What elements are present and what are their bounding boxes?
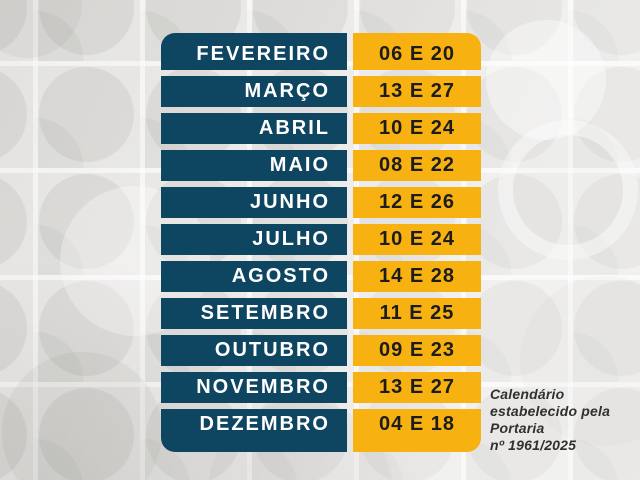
decorative-circle [486,20,606,140]
calendar-row: ABRIL 10 E 24 [161,113,481,144]
calendar-row: MARÇO 13 E 27 [161,76,481,107]
dates-cell: 10 E 24 [353,224,481,255]
calendar-row: OUTUBRO 09 E 23 [161,335,481,366]
dates-cell: 04 E 18 [353,409,481,452]
decorative-circle [2,352,162,480]
month-cell: AGOSTO [161,261,347,292]
calendar-row: JUNHO 12 E 26 [161,187,481,218]
month-cell: SETEMBRO [161,298,347,329]
dates-cell: 11 E 25 [353,298,481,329]
dates-cell: 13 E 27 [353,372,481,403]
month-cell: FEVEREIRO [161,33,347,70]
dates-cell: 12 E 26 [353,187,481,218]
calendar-row: NOVEMBRO 13 E 27 [161,372,481,403]
dates-cell: 14 E 28 [353,261,481,292]
month-cell: JULHO [161,224,347,255]
calendar-row: MAIO 08 E 22 [161,150,481,181]
calendar-row: JULHO 10 E 24 [161,224,481,255]
month-cell: JUNHO [161,187,347,218]
month-cell: NOVEMBRO [161,372,347,403]
calendar-row: DEZEMBRO 04 E 18 [161,409,481,452]
caption-text: Calendário estabelecido pela Portaria nº… [490,386,611,453]
dates-cell: 06 E 20 [353,33,481,70]
dates-cell: 13 E 27 [353,76,481,107]
dates-cell: 10 E 24 [353,113,481,144]
dates-cell: 09 E 23 [353,335,481,366]
month-cell: MARÇO [161,76,347,107]
month-cell: OUTUBRO [161,335,347,366]
calendar-row: AGOSTO 14 E 28 [161,261,481,292]
calendar-row: FEVEREIRO 06 E 20 [161,33,481,70]
month-cell: MAIO [161,150,347,181]
calendar-row: SETEMBRO 11 E 25 [161,298,481,329]
calendar-table: FEVEREIRO 06 E 20 MARÇO 13 E 27 ABRIL 10… [161,33,481,452]
month-cell: DEZEMBRO [161,409,347,452]
month-cell: ABRIL [161,113,347,144]
dates-cell: 08 E 22 [353,150,481,181]
